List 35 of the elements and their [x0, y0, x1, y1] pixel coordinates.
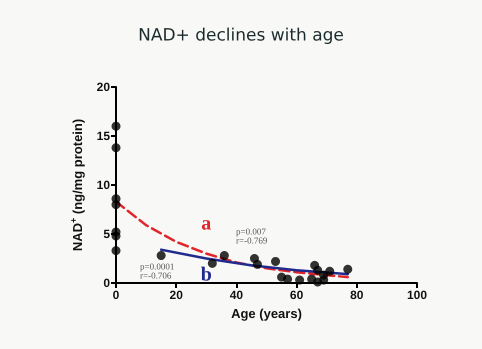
x-tick-label: 0 — [112, 288, 120, 302]
y-tick-label: 0 — [103, 276, 110, 290]
point — [112, 143, 120, 152]
point — [295, 276, 304, 285]
point — [112, 122, 120, 131]
point — [271, 256, 280, 266]
point — [325, 266, 334, 276]
y-axis-title: NAD+ (ng/mg protein) — [68, 118, 85, 252]
point — [112, 246, 120, 256]
annotation: p=0.0001 — [140, 262, 174, 272]
point — [208, 258, 217, 268]
x-tick-label: 60 — [290, 288, 304, 302]
point — [156, 251, 166, 260]
point — [313, 266, 322, 275]
x-axis-title: Age (years) — [231, 306, 302, 321]
y-tick-label: 15 — [96, 129, 110, 143]
point — [112, 231, 120, 240]
x-tick-label: 40 — [230, 288, 244, 302]
x-tick-label: 80 — [350, 288, 364, 302]
y-tick-label: 10 — [96, 178, 110, 192]
series-label: a — [201, 212, 212, 235]
chart-title: NAD+ declines with age — [138, 26, 344, 46]
point — [220, 251, 229, 260]
point — [112, 200, 120, 210]
x-tick-label: 100 — [406, 288, 428, 302]
point — [343, 264, 352, 274]
annotation: r=-0.706 — [140, 270, 172, 280]
y-tick-label: 5 — [103, 227, 110, 241]
point — [319, 276, 328, 285]
y-tick-label: 20 — [96, 80, 110, 94]
annotation: p=0.007 — [236, 226, 266, 236]
point — [252, 260, 262, 269]
series-label: b — [200, 264, 212, 286]
x-tick-label: 20 — [170, 288, 184, 302]
annotation: r=-0.769 — [236, 236, 268, 246]
